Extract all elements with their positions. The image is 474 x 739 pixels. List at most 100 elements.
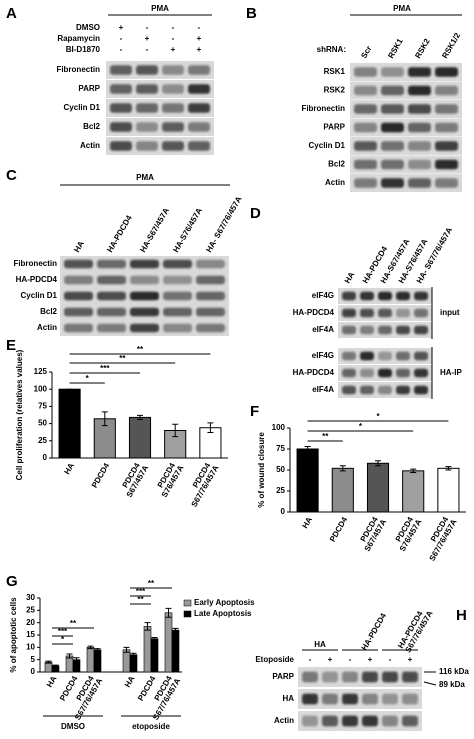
treatment-sign: -: [389, 655, 392, 664]
blot-band: [382, 693, 398, 705]
x-tick-label: HA: [63, 461, 77, 476]
panel-letter: D: [250, 205, 261, 222]
blot-band: [97, 275, 126, 285]
blot-band: [378, 351, 392, 361]
error-bar: [45, 660, 52, 664]
row-label: eIF4G: [312, 291, 334, 300]
blot-band: [322, 693, 338, 705]
panel-letter: E: [6, 337, 16, 354]
blot-band: [408, 104, 431, 114]
blot-band: [360, 325, 374, 335]
row-label: PARP: [78, 84, 100, 93]
blot-band: [163, 291, 192, 301]
panel-letter: G: [6, 573, 18, 590]
blot-band: [408, 159, 431, 170]
blot-band: [136, 65, 158, 75]
blot-band: [97, 259, 126, 269]
blot-band: [360, 308, 374, 318]
treatment-sign: -: [349, 655, 352, 664]
blot-band: [162, 103, 184, 113]
significance-label: *: [61, 635, 65, 644]
y-axis-label: % of apoptotic cells: [9, 597, 18, 673]
row-label: PARP: [323, 123, 345, 132]
bar: [143, 626, 152, 673]
blot-band: [360, 291, 374, 301]
blot-band: [136, 141, 158, 151]
row-label: eIF4G: [312, 351, 334, 360]
row-label: HA-PDCD4: [293, 308, 335, 317]
lane-group-label: HA: [314, 640, 326, 649]
label-line: HA: [45, 674, 59, 689]
blot-strip: [106, 80, 214, 98]
blot-band: [188, 103, 210, 113]
row-label: PARP: [272, 672, 294, 681]
blot-band: [381, 122, 404, 133]
bar: [93, 649, 102, 673]
group-label: input: [440, 308, 460, 317]
blot-title: PMA: [151, 4, 169, 13]
blot-band: [342, 671, 358, 683]
blot-band: [362, 715, 378, 727]
blot-band: [136, 103, 158, 113]
panel-letter: F: [250, 403, 259, 420]
error-bar: [101, 411, 108, 427]
row-label: Bcl2: [83, 122, 100, 131]
blot-band: [130, 307, 159, 317]
blot-band: [435, 141, 458, 151]
blot-band: [342, 291, 356, 301]
blot-band: [354, 141, 377, 151]
blot-strip: [106, 137, 214, 155]
treatment-sign: -: [120, 34, 123, 43]
error-bar: [375, 460, 381, 467]
lane-label: HA-PDCD4: [105, 213, 134, 254]
y-tick-label: 100: [34, 384, 48, 393]
blot-band: [414, 368, 428, 378]
blot-band: [110, 141, 132, 151]
row-label: Bcl2: [328, 160, 345, 169]
blot-band: [408, 141, 431, 151]
treatment-sign: -: [146, 45, 149, 54]
blot-strip: [106, 118, 214, 136]
blot-band: [162, 84, 184, 94]
row-label: HA: [282, 694, 294, 703]
panel-letter: A: [6, 5, 17, 22]
blot-band: [110, 84, 132, 94]
treatment-sign: +: [197, 45, 202, 54]
blot-band: [435, 85, 458, 96]
y-tick-label: 10: [26, 642, 35, 651]
row-label: Bcl2: [40, 307, 57, 316]
bar: [164, 612, 173, 673]
row-label: Actin: [80, 141, 100, 150]
treatment-sign: -: [198, 23, 201, 32]
error-bar: [207, 422, 214, 434]
blot-band: [130, 275, 159, 285]
bar: [331, 467, 354, 513]
y-tick-label: 75: [276, 444, 285, 453]
row-label: Actin: [325, 178, 345, 187]
blot-band: [97, 307, 126, 317]
blot-band: [64, 259, 93, 269]
panel-letter: B: [246, 5, 257, 22]
significance-label: ***: [100, 364, 110, 373]
blot-band: [381, 67, 404, 77]
blot-strip: [350, 118, 462, 137]
treatment-label: BI-D1870: [66, 45, 101, 54]
lane-label: RSK1: [386, 37, 405, 60]
blot-band: [136, 122, 158, 132]
blot-band: [110, 65, 132, 75]
blot-band: [342, 368, 356, 378]
blot-band: [435, 178, 458, 188]
blot-band: [378, 308, 392, 318]
blot-band: [414, 325, 428, 335]
row-label: Cyclin D1: [64, 103, 101, 112]
blot-band: [396, 351, 410, 361]
blot-band: [414, 385, 428, 395]
blot-band: [162, 141, 184, 151]
blot-band: [163, 323, 192, 333]
treatment-sign: +: [171, 45, 176, 54]
bar: [402, 470, 425, 513]
row-label: HA-PDCD4: [293, 368, 335, 377]
error-bar: [165, 607, 172, 618]
y-tick-label: 125: [34, 367, 48, 376]
x-tick-label: PDCD4: [90, 461, 112, 489]
